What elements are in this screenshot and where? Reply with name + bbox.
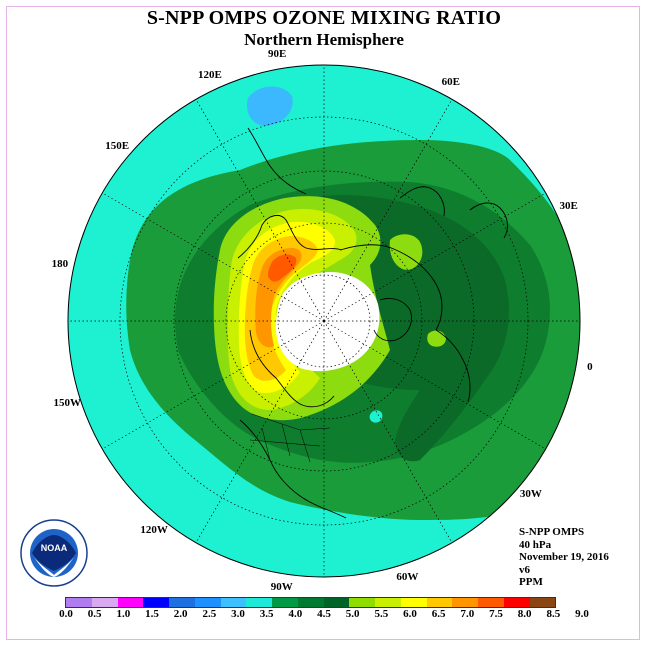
colorbar-swatch — [220, 598, 247, 607]
product-info: S-NPP OMPS 40 hPa November 19, 2016 v6 P… — [519, 526, 609, 589]
colorbar-tick-label: 5.5 — [374, 608, 389, 620]
colorbar-tick-label: 8.5 — [546, 608, 561, 620]
colorbar — [65, 597, 557, 608]
colorbar-swatch — [246, 598, 272, 607]
colorbar-swatch — [117, 598, 144, 607]
longitude-label: 120E — [197, 69, 222, 82]
map-boundary — [67, 64, 581, 578]
colorbar-tick-label: 5.0 — [345, 608, 360, 620]
contour-5-5-east-b — [427, 330, 446, 347]
map-subtitle: Northern Hemisphere — [244, 30, 404, 49]
colorbar-swatch — [194, 598, 221, 607]
longitude-label: 90W — [270, 580, 293, 593]
longitude-label: 120W — [140, 523, 168, 536]
meridian-line — [323, 192, 546, 322]
coastlines — [237, 127, 508, 519]
colorbar-swatch — [400, 598, 427, 607]
meridian-line — [195, 99, 325, 322]
high-ozone-patch-east — [369, 410, 383, 423]
colorbar-swatch — [323, 598, 350, 607]
colorbar-ticks: 0.0 0.5 1.0 1.5 2.0 2.5 3.0 3.5 4.0 4.5 5.0 5.5 6.0 6… — [0, 608, 648, 622]
noaa-logo-text: NOAA — [41, 543, 68, 553]
colorbar-tick-label: 1.5 — [145, 608, 159, 620]
meridian-line — [323, 320, 453, 543]
colorbar-tick-label: 3.5 — [259, 608, 274, 620]
meridian-line — [195, 320, 325, 543]
polar-night-region — [276, 272, 380, 372]
colorbar-swatch — [503, 598, 530, 607]
meridian-line — [323, 99, 453, 322]
colorbar-swatch — [452, 598, 478, 607]
colorbar-swatch — [66, 598, 92, 607]
longitude-label: 60E — [441, 75, 460, 88]
colorbar-tick-label: 6.0 — [403, 608, 417, 620]
longitude-label: 0 — [587, 360, 593, 373]
colorbar-swatch — [272, 598, 298, 607]
colorbar-swatch — [349, 598, 375, 607]
colorbar-tick-label: 4.5 — [317, 608, 331, 620]
longitude-label: 60W — [396, 570, 419, 583]
contour-7-5 — [255, 248, 302, 348]
colorbar-tick-label: 0.0 — [59, 608, 73, 620]
colorbar-tick-label: 9.0 — [575, 608, 589, 620]
longitude-label: 30E — [559, 199, 578, 212]
longitude-label: 90E — [267, 48, 287, 61]
contour-5-5-east — [389, 234, 423, 270]
meridian-line — [102, 192, 325, 322]
version-label: v6 — [519, 563, 530, 576]
colorbar-swatch — [143, 598, 169, 607]
colorbar-tick-label: 0.5 — [87, 608, 102, 620]
colorbar-swatch — [91, 598, 118, 607]
colorbar-swatch — [529, 598, 556, 607]
colorbar-swatch — [478, 598, 504, 607]
colorbar-tick-label: 8.0 — [517, 608, 532, 620]
noaa-logo: NOAA — [20, 519, 88, 587]
colorbar-tick-label: 2.5 — [202, 608, 217, 620]
colorbar-swatch — [426, 598, 453, 607]
colorbar-tick-label: 1.0 — [116, 608, 131, 620]
colorbar-swatch — [375, 598, 401, 607]
colorbar-swatch — [297, 598, 324, 607]
colorbar-tick-label: 2.0 — [173, 608, 188, 620]
colorbar-swatch — [169, 598, 195, 607]
instrument-label: S-NPP OMPS — [519, 526, 585, 538]
date-label: November 19, 2016 — [519, 551, 609, 563]
longitude-label: 150W — [53, 397, 81, 410]
colorbar-tick-label: 7.0 — [460, 608, 475, 620]
longitude-label: 180 — [51, 257, 69, 270]
meridian-lines — [68, 65, 580, 577]
colorbar-tick-label: 4.0 — [288, 608, 303, 620]
colorbar-tick-label: 6.5 — [431, 608, 446, 620]
low-ozone-patch — [246, 86, 293, 126]
units-label: PPM — [519, 576, 543, 588]
pressure-level-label: 40 hPa — [519, 538, 552, 551]
meridian-line — [102, 320, 325, 450]
longitude-label: 150E — [105, 140, 130, 153]
colorbar-tick-label: 3.0 — [231, 608, 245, 620]
state-boundaries — [249, 413, 331, 463]
meridian-line — [323, 320, 546, 450]
colorbar-tick-label: 7.5 — [489, 608, 503, 620]
map-title: S-NPP OMPS OZONE MIXING RATIO — [146, 7, 502, 29]
longitude-label: 30W — [519, 487, 542, 500]
